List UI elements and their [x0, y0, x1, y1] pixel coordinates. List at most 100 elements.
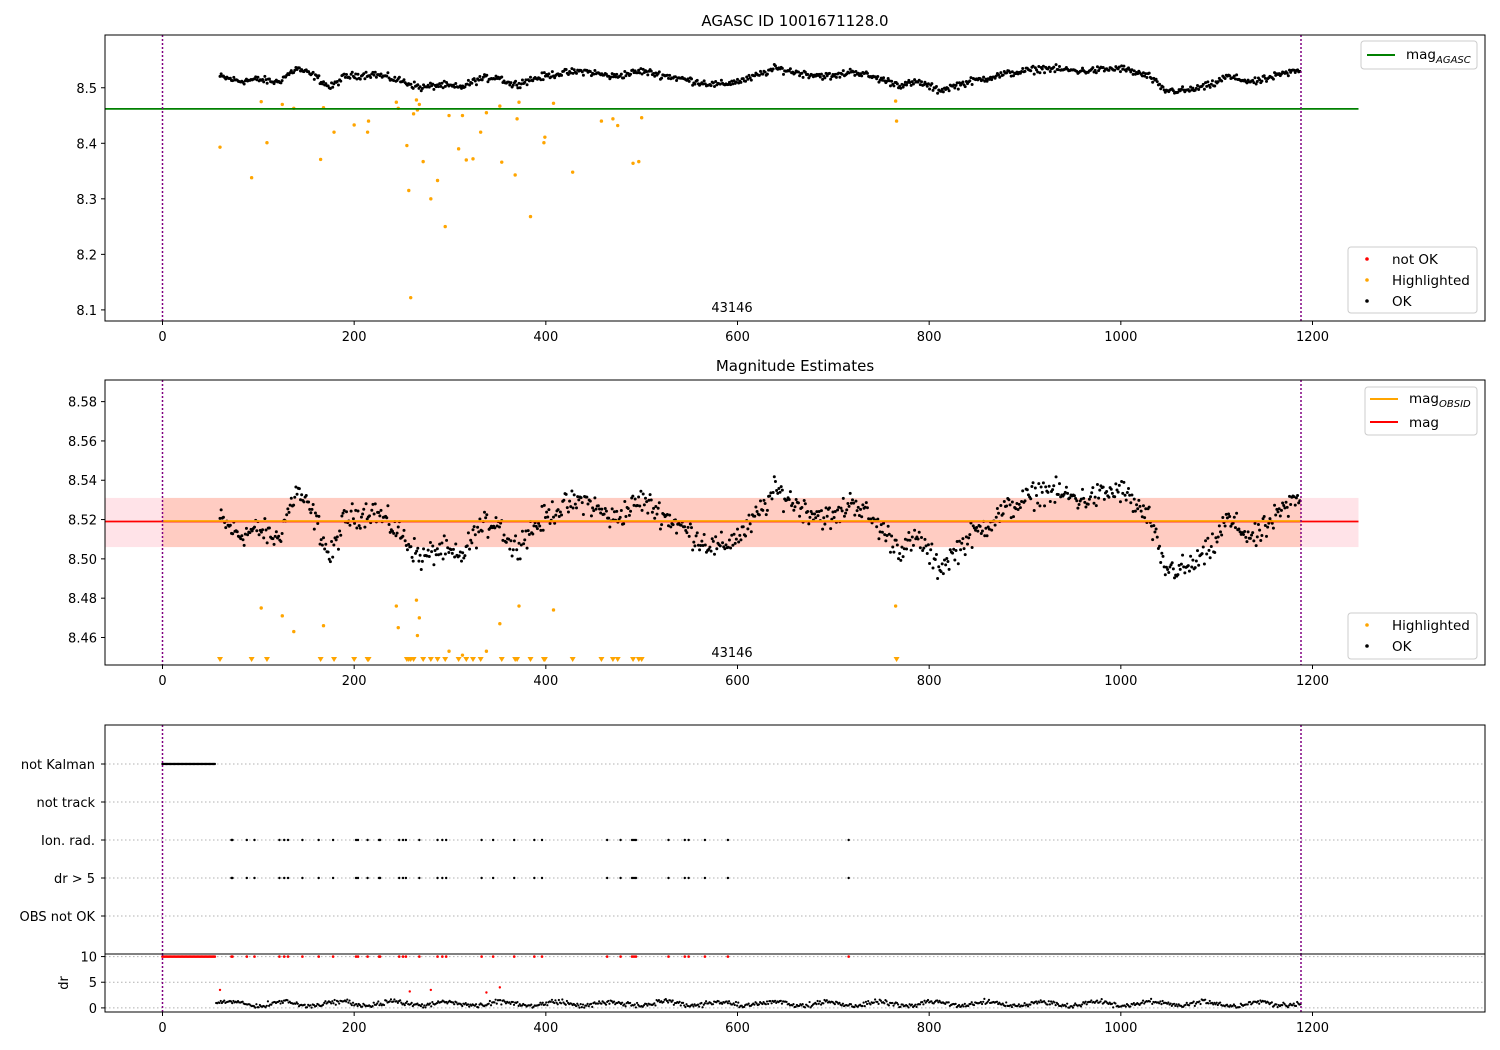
ok-point: [469, 538, 473, 542]
ok-point: [1077, 503, 1081, 507]
ion-rad-point: [533, 838, 536, 842]
ok-point: [1063, 490, 1067, 494]
ok-point: [660, 76, 664, 80]
ok-point: [972, 526, 976, 530]
ok-point: [1020, 70, 1024, 74]
dr-ok-point: [1047, 1000, 1050, 1003]
ok-point: [494, 74, 498, 78]
dr-ok-point: [338, 1002, 341, 1005]
out-of-range-marker: [248, 657, 255, 662]
dr-ok-point: [587, 1005, 590, 1008]
ok-point: [1274, 513, 1278, 517]
dr-not-ok-point: [278, 955, 281, 958]
ok-point: [609, 75, 613, 79]
ok-point: [1176, 90, 1180, 94]
dr-gt-5-point: [444, 876, 448, 880]
highlighted-point: [318, 157, 323, 162]
ok-point: [1210, 79, 1214, 83]
ok-point: [438, 542, 442, 546]
ok-point: [293, 495, 297, 499]
ok-point: [371, 502, 375, 506]
ok-point: [1144, 72, 1148, 76]
ok-point: [1132, 69, 1136, 73]
dr-ok-point: [1198, 1000, 1201, 1003]
ion-rad-point: [703, 838, 707, 842]
dr-ok-point: [1085, 1003, 1088, 1006]
ok-point: [1292, 68, 1296, 72]
ok-point: [779, 485, 783, 489]
ok-point: [328, 87, 332, 91]
ok-point: [224, 526, 228, 530]
dr-ok-point: [265, 1004, 268, 1007]
ok-point: [1245, 540, 1249, 544]
ok-point: [378, 514, 382, 518]
ok-point: [791, 501, 795, 505]
ok-point: [995, 506, 999, 510]
ok-point: [762, 498, 766, 502]
dr-ok-point: [926, 998, 930, 1002]
ok-point: [731, 543, 735, 547]
dr-ok-point: [869, 1003, 872, 1006]
ok-point: [1124, 498, 1128, 502]
dr-ok-point: [488, 999, 491, 1003]
dr-not-ok-point: [286, 955, 290, 958]
ok-point: [550, 500, 554, 504]
ok-point: [778, 490, 782, 494]
ok-point: [1008, 503, 1012, 507]
dr-ok-point: [473, 1004, 477, 1007]
dr-gt-5-point: [418, 876, 421, 880]
ok-point: [718, 82, 722, 86]
ok-point: [307, 500, 311, 504]
highlighted-point: [332, 130, 336, 134]
dr-ok-point: [684, 1005, 687, 1009]
ok-point: [594, 507, 598, 511]
ok-point: [292, 503, 296, 507]
ok-point: [787, 69, 791, 73]
ok-point: [966, 542, 969, 546]
ok-point: [477, 78, 481, 82]
ok-point: [1047, 484, 1051, 488]
ok-point: [511, 83, 515, 87]
ok-point: [702, 79, 706, 83]
ok-point: [1081, 487, 1084, 491]
ok-point: [362, 507, 366, 511]
ok-point: [1245, 81, 1249, 85]
ok-point: [623, 500, 627, 504]
dr-ok-point: [503, 1000, 506, 1003]
highlighted-point: [414, 598, 419, 602]
ok-point: [588, 69, 592, 73]
ok-point: [572, 493, 576, 497]
dr-red-point: [485, 991, 488, 994]
ok-point: [414, 551, 417, 555]
ok-point: [690, 526, 693, 530]
ok-point: [901, 555, 905, 559]
ok-point: [1021, 67, 1025, 71]
panel2-ytick-label: 8.54: [68, 474, 97, 489]
ok-point: [1281, 501, 1285, 505]
panel2-frame: [104, 379, 1486, 666]
ok-point: [1029, 69, 1033, 73]
dr-ok-point: [577, 1004, 580, 1007]
ok-point: [747, 73, 751, 77]
ok-point: [831, 510, 835, 514]
dr-ok-point: [399, 999, 402, 1002]
ok-point: [631, 494, 635, 498]
ok-point: [627, 513, 631, 517]
ok-point: [1018, 506, 1022, 510]
ok-point: [1183, 571, 1187, 575]
ok-point: [776, 491, 780, 495]
dr-ok-point: [346, 998, 349, 1001]
highlighted-point: [405, 143, 409, 148]
ok-point: [908, 80, 912, 84]
ok-point: [837, 505, 841, 509]
ok-point: [731, 82, 735, 86]
dr-ok-point: [785, 1000, 788, 1004]
out-of-range-marker: [463, 657, 470, 662]
dr-not-ok-point: [533, 955, 536, 958]
ok-point: [924, 544, 928, 548]
ok-point: [729, 83, 733, 87]
ok-point: [619, 72, 623, 76]
ok-point: [848, 491, 852, 495]
dr-ok-point: [493, 1001, 496, 1004]
